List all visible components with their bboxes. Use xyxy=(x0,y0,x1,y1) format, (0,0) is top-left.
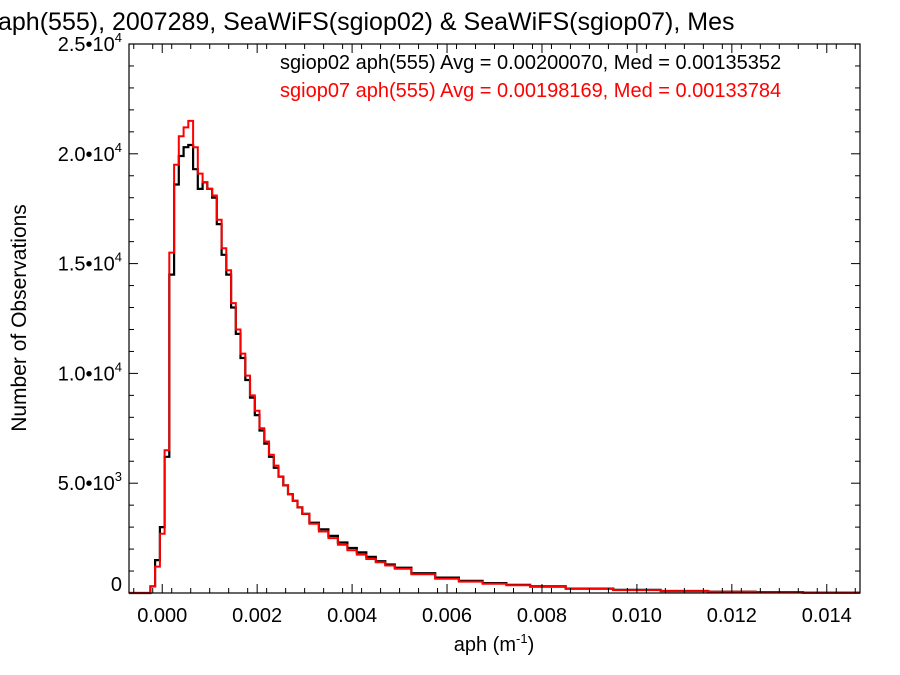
x-tick-label: 0.012 xyxy=(707,605,757,627)
y-tick-label: 5.0•103 xyxy=(58,469,122,495)
x-tick-label: 0.006 xyxy=(422,605,472,627)
x-tick-label: 0.010 xyxy=(612,605,662,627)
x-tick-label: 0.004 xyxy=(327,605,377,627)
legend: sgiop02 aph(555) Avg = 0.00200070, Med =… xyxy=(280,52,781,102)
x-tick-label: 0.002 xyxy=(232,605,282,627)
x-tick-label: 0.000 xyxy=(137,605,187,627)
y-tick-label: 2.5•104 xyxy=(58,30,122,56)
series-line-2 xyxy=(129,119,860,594)
y-axis-label: Number of Observations xyxy=(8,204,31,432)
y-tick-label: 2.0•104 xyxy=(58,140,122,166)
y-tick-label: 1.0•104 xyxy=(58,359,122,385)
x-tick-label: 0.008 xyxy=(517,605,567,627)
x-tick-label: 0.014 xyxy=(802,605,852,627)
legend-entry-2: sgiop07 aph(555) Avg = 0.00198169, Med =… xyxy=(280,80,781,102)
chart-title: aph(555), 2007289, SeaWiFS(sgiop02) & Se… xyxy=(0,8,734,36)
y-tick-label: 0 xyxy=(111,574,122,596)
x-axis-label: aph (m-1) xyxy=(454,631,534,656)
legend-entry-1: sgiop02 aph(555) Avg = 0.00200070, Med =… xyxy=(280,52,781,74)
y-tick-label: 1.5•104 xyxy=(58,250,122,276)
axis-ticks: 0.000 0.002 0.004 0.006 0.008 0.010 0.012 0.014… xyxy=(58,30,860,627)
plot-lines xyxy=(129,119,860,595)
